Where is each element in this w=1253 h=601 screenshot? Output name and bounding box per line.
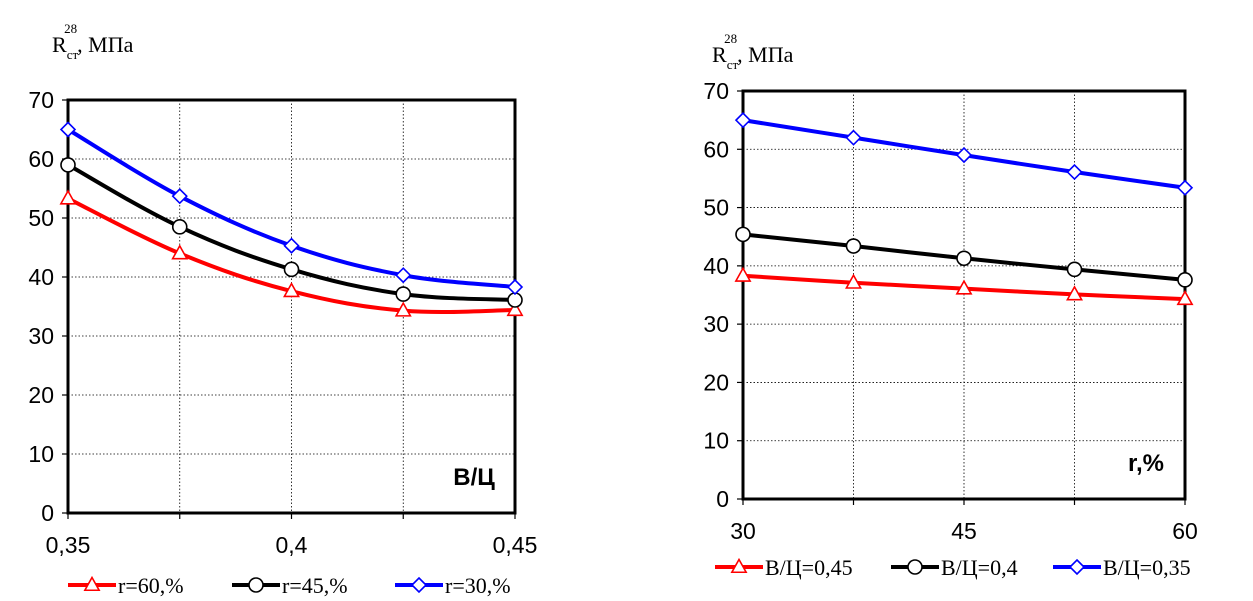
chart-left: 0 10 20 30 40 50 60 70 0,35 0,4 0,45 Rст28, МПа В/Ц r…: [28, 21, 537, 598]
legend-label: r=45,%: [282, 573, 348, 598]
x-tick-label: 60: [1172, 518, 1198, 544]
data-point: [1176, 289, 1194, 306]
legend-marker: [730, 557, 748, 574]
data-point: [283, 261, 300, 278]
x-tick-label: 0,4: [276, 532, 308, 558]
y-tick-label: 10: [28, 441, 54, 467]
legend-marker: [248, 577, 264, 593]
data-point: [1066, 285, 1083, 301]
legend-marker: [907, 559, 923, 575]
data-point: [171, 219, 188, 235]
data-point: [955, 146, 973, 164]
data-point: [171, 244, 189, 260]
y-tick-label: 10: [703, 428, 729, 454]
x-tick-label: 0,35: [46, 532, 91, 558]
legend-marker: [410, 576, 428, 594]
legend-label: В/Ц=0,35: [1103, 555, 1191, 580]
legend-marker: [83, 575, 101, 592]
data-point: [1177, 272, 1193, 288]
y-tick-label: 0: [41, 500, 54, 526]
y-tick-label: 30: [28, 323, 54, 349]
legend-label: r=60,%: [118, 573, 184, 598]
data-point: [1066, 261, 1083, 278]
x-tick-label: 45: [951, 518, 977, 544]
y-tick-label: 40: [28, 264, 54, 290]
data-point: [506, 300, 524, 317]
y-tick-label: 40: [703, 253, 729, 279]
y-tick-label: 70: [703, 78, 729, 104]
y-tick-label: 30: [703, 311, 729, 337]
data-point: [59, 189, 77, 205]
data-point: [1066, 163, 1083, 181]
data-point: [735, 226, 751, 243]
data-point: [1176, 179, 1194, 196]
data-point: [60, 157, 76, 173]
data-point: [395, 267, 412, 284]
data-point: [171, 188, 188, 205]
x-axis-label: В/Ц: [453, 464, 495, 491]
legend-label: r=30,%: [445, 573, 511, 598]
data-point: [506, 278, 524, 296]
data-point: [59, 121, 77, 138]
y-tick-label: 70: [28, 87, 54, 113]
legend-label: В/Ц=0,4: [941, 555, 1018, 580]
data-point: [395, 286, 412, 302]
legend-label: В/Ц=0,45: [765, 555, 853, 580]
y-tick-label: 60: [28, 146, 54, 172]
chart-right: 0 10 20 30 40 50 60 70 30 45 60 Rст28, МПа r,% В/Ц=0,…: [703, 31, 1197, 580]
y-axis-label: Rст28, МПа: [52, 21, 134, 62]
data-point: [956, 250, 972, 267]
data-point: [394, 301, 412, 317]
y-tick-label: 50: [703, 195, 729, 221]
y-tick-label: 0: [716, 486, 729, 512]
data-point: [845, 238, 862, 254]
y-tick-label: 20: [28, 382, 54, 408]
x-tick-label: 30: [730, 518, 756, 544]
legend-marker: [1068, 558, 1086, 576]
x-tick-label: 0,45: [493, 532, 538, 558]
y-tick-label: 50: [28, 205, 54, 231]
data-point: [845, 129, 862, 146]
data-point: [734, 112, 752, 129]
data-point: [845, 273, 862, 289]
y-tick-label: 60: [703, 136, 729, 162]
y-tick-label: 20: [703, 369, 729, 395]
data-point: [734, 266, 752, 282]
data-point: [283, 282, 300, 298]
data-point: [955, 279, 973, 295]
y-axis-label: Rст28, МПа: [712, 31, 794, 72]
data-point: [283, 237, 300, 254]
x-axis-label: r,%: [1128, 450, 1164, 477]
